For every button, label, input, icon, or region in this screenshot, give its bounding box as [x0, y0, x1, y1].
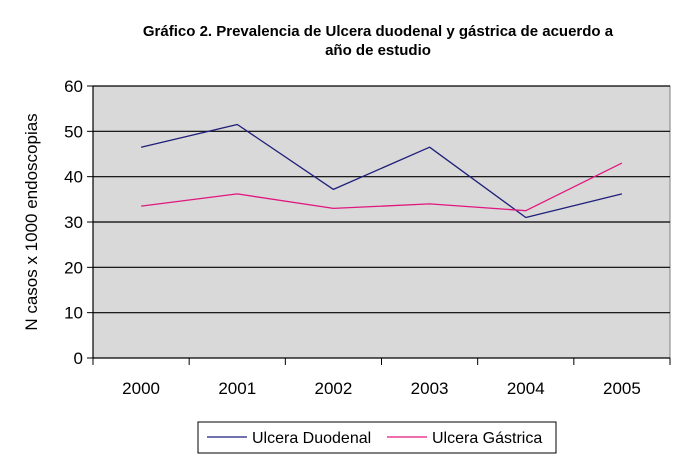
x-tick-label: 2004	[507, 379, 545, 398]
y-tick-label: 50	[64, 122, 83, 141]
legend-box	[197, 421, 557, 454]
legend-label-duodenal: Ulcera Duodenal	[252, 430, 371, 447]
series-line-ulcera-duodenal	[140, 123, 623, 219]
x-tick-label: 2002	[315, 379, 353, 398]
y-tick-labels: 0 10 20 30 40 50 60	[64, 77, 83, 368]
y-tick-label: 60	[64, 77, 83, 96]
x-tick-label: 2000	[122, 379, 160, 398]
y-tick-label: 0	[74, 349, 83, 368]
series-line-ulcera-gastrica	[141, 162, 623, 212]
gridlines	[93, 85, 670, 314]
x-tick-label: 2001	[218, 379, 256, 398]
y-tick-label: 30	[64, 213, 83, 232]
x-tick-label: 2005	[603, 379, 641, 398]
chart-title-line-1: Gráfico 2. Prevalencia de Ulcera duodena…	[143, 23, 614, 40]
x-tick-labels: 2000 2001 2002 2003 2004 2005	[122, 379, 641, 398]
x-tick-label: 2003	[411, 379, 449, 398]
y-tick-label: 40	[64, 168, 83, 187]
legend: Ulcera Duodenal Ulcera Gástrica	[197, 421, 557, 454]
series-lines	[140, 123, 623, 219]
y-tick-label: 20	[64, 258, 83, 277]
chart-title-line-2: año de estudio	[325, 42, 431, 59]
axes	[87, 85, 671, 365]
y-axis-title: N casos x 1000 endoscopias	[22, 113, 41, 330]
legend-label-gastrica: Ulcera Gástrica	[432, 430, 542, 447]
y-tick-label: 10	[64, 304, 83, 323]
